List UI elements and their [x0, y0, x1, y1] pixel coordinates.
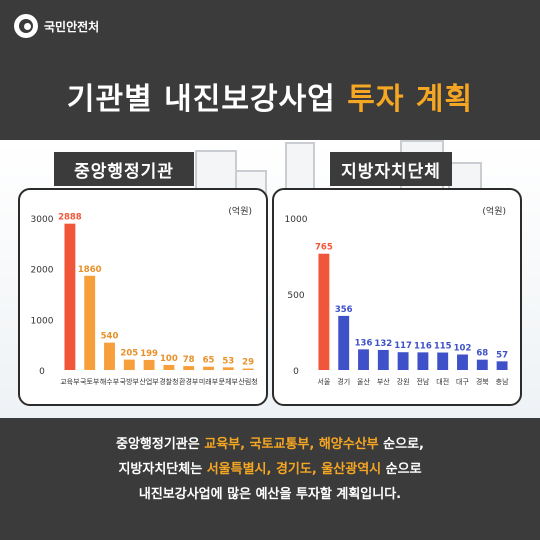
y-tick-label: 1000	[31, 316, 54, 326]
y-tick-label: 0	[293, 367, 299, 377]
bar	[476, 359, 488, 370]
local-chart: 0 500 1000 (억원) 765 서울 356 경기 136 울산 132 부산 117 강원 116…	[285, 205, 510, 386]
data-label: 540	[101, 332, 119, 342]
x-tick-label: 환경부	[179, 377, 199, 386]
bar	[338, 315, 350, 370]
title-text: 기관별 내진보강사업	[66, 82, 348, 117]
data-label: 205	[120, 349, 138, 359]
bar	[84, 275, 96, 370]
x-tick-label: 대구	[456, 378, 469, 386]
x-tick-label: 부산	[377, 377, 390, 386]
x-tick-label: 산업부	[139, 377, 159, 386]
x-tick-label: 국방부	[120, 377, 140, 386]
bar	[496, 361, 508, 370]
x-tick-label: 서울	[317, 377, 330, 386]
summary-box: 중앙행정기관은 교육부, 국토교통부, 해양수산부 순으로, 지방자치단체는 서…	[0, 418, 540, 540]
bar	[123, 359, 135, 370]
data-label: 68	[476, 349, 488, 359]
bar	[397, 352, 409, 370]
unit-label: (억원)	[482, 205, 506, 217]
data-label: 199	[140, 349, 158, 359]
y-tick-label: 500	[287, 291, 304, 301]
bar	[417, 352, 429, 370]
x-tick-label: 해수부	[100, 377, 120, 386]
x-tick-label: 경기	[337, 377, 350, 386]
central-chart-title: 중앙행정기관	[54, 152, 194, 186]
taegeuk-logo-icon	[14, 14, 38, 38]
summary-line-2: 지방자치단체는 서울특별시, 경기도, 울산광역시 순으로	[0, 457, 540, 482]
bar	[104, 342, 115, 370]
x-tick-label: 전남	[416, 377, 429, 386]
x-tick-label: 산림청	[238, 377, 257, 386]
title-highlight: 투자 계획	[347, 82, 474, 117]
data-label: 100	[160, 354, 178, 364]
y-tick-label: 3000	[31, 215, 54, 225]
summary-text: 중앙행정기관은	[115, 437, 205, 452]
summary-line-1: 중앙행정기관은 교육부, 국토교통부, 해양수산부 순으로,	[0, 432, 540, 457]
x-tick-label: 미래부	[199, 377, 219, 386]
central-chart: 0 1000 2000 3000 (억원) 2888 교육부 1860 국토부 540 해수부 205…	[31, 205, 258, 386]
bar	[242, 368, 254, 370]
data-label: 136	[355, 338, 373, 348]
summary-text: 순으로,	[378, 437, 425, 452]
data-label: 765	[315, 243, 333, 253]
x-tick-label: 경찰청	[159, 377, 178, 386]
bar	[183, 366, 195, 370]
x-tick-label: 문체부	[219, 378, 239, 386]
chart-scene: 0 1000 2000 3000 (억원) 2888 교육부 1860 국토부 540 해수부 205…	[0, 140, 540, 418]
x-tick-label: 교육부	[60, 378, 80, 386]
summary-text: 지방자치단체는	[118, 462, 207, 477]
data-label: 2888	[58, 213, 82, 223]
x-tick-label: 충남	[496, 377, 509, 386]
bar	[358, 349, 369, 370]
data-label: 78	[183, 355, 195, 365]
central-panel: 0 1000 2000 3000 (억원) 2888 교육부 1860 국토부 540 해수부 205…	[18, 188, 268, 406]
bar	[377, 349, 389, 370]
x-tick-label: 강원	[397, 377, 410, 386]
data-label: 57	[496, 350, 508, 360]
brand-name: 국민안전처	[44, 19, 100, 34]
bar	[203, 366, 214, 370]
brand: 국민안전처	[14, 14, 99, 38]
data-label: 29	[242, 358, 254, 368]
x-tick-label: 국토부	[80, 378, 100, 386]
unit-label: (억원)	[228, 205, 252, 217]
data-label: 102	[454, 343, 472, 353]
summary-highlight: 서울특별시, 경기도, 울산광역시	[206, 462, 382, 477]
data-label: 115	[434, 342, 452, 352]
data-label: 356	[335, 305, 353, 315]
data-label: 117	[394, 341, 412, 351]
summary-text: 순으로	[381, 462, 422, 477]
local-chart-title: 지방자치단체	[330, 152, 452, 186]
bar	[318, 253, 330, 370]
page-title: 기관별 내진보강사업 투자 계획	[0, 74, 540, 118]
y-tick-label: 2000	[31, 266, 54, 276]
x-tick-label: 대전	[436, 377, 449, 386]
bar	[163, 364, 175, 370]
data-label: 116	[414, 341, 432, 351]
summary-highlight: 교육부, 국토교통부, 해양수산부	[204, 437, 379, 452]
bar	[457, 354, 468, 370]
data-label: 132	[374, 339, 392, 349]
x-tick-label: 경북	[476, 377, 489, 386]
bar	[437, 352, 449, 370]
y-tick-label: 1000	[285, 215, 308, 225]
x-tick-label: 울산	[357, 377, 370, 386]
bar	[143, 359, 155, 370]
y-tick-label: 0	[39, 367, 45, 377]
bar	[64, 223, 76, 370]
data-label: 53	[222, 356, 234, 366]
data-label: 1860	[78, 265, 102, 275]
data-label: 65	[203, 356, 215, 366]
summary-line-3: 내진보강사업에 많은 예산을 투자할 계획입니다.	[138, 487, 402, 502]
local-panel: 0 500 1000 (억원) 765 서울 356 경기 136 울산 132 부산 117 강원 116…	[272, 188, 522, 406]
bar	[222, 367, 234, 370]
